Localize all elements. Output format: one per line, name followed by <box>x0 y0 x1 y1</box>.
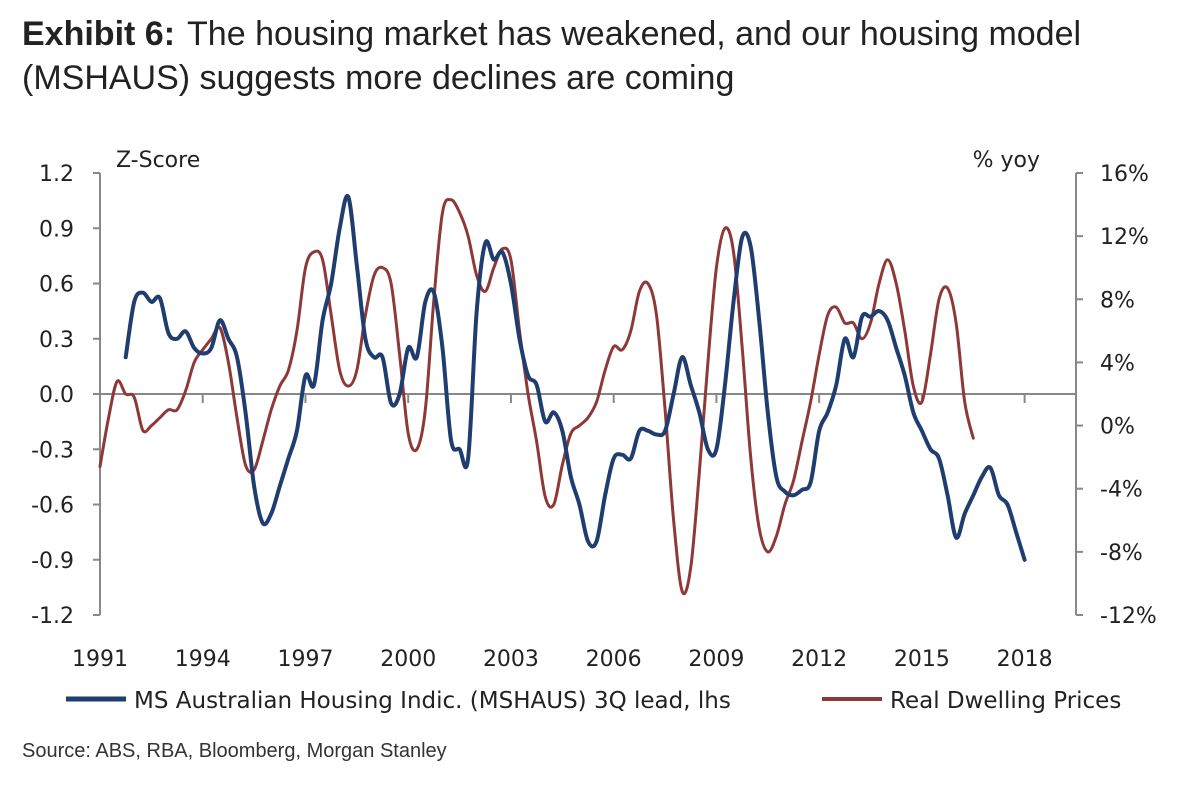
right-tick-label: 4% <box>1100 351 1135 376</box>
right-tick-label: -12% <box>1100 604 1157 629</box>
x-tick-label: 2015 <box>894 647 950 672</box>
x-tick-label: 1991 <box>72 647 128 672</box>
left-tick-label: -0.9 <box>31 549 74 574</box>
left-tick-label: 0.3 <box>39 328 74 353</box>
left-tick-label: 0.0 <box>39 383 74 408</box>
right-axis-label: % yoy <box>973 148 1040 173</box>
exhibit-label: Exhibit 6: <box>22 15 176 53</box>
x-tick-label: 2009 <box>688 647 744 672</box>
right-tick-label: 16% <box>1100 162 1149 187</box>
left-tick-label: 0.6 <box>39 273 74 298</box>
right-tick-label: 8% <box>1100 288 1135 313</box>
mshaus-series-line <box>123 193 1027 562</box>
left-tick-label: 0.9 <box>39 217 74 242</box>
source-note: Source: ABS, RBA, Bloomberg, Morgan Stan… <box>22 740 447 762</box>
title-text: The housing market has weakened, and our… <box>22 15 1082 97</box>
chart-title: Exhibit 6: The housing market has weakene… <box>22 12 1182 100</box>
left-tick-label: -0.6 <box>31 494 74 519</box>
dwelling-prices-series-line <box>98 197 975 596</box>
right-tick-label: 0% <box>1100 415 1135 440</box>
x-tick-label: 2000 <box>380 647 436 672</box>
x-tick-label: 1994 <box>175 647 231 672</box>
x-tick-label: 2018 <box>997 647 1053 672</box>
right-tick-label: -4% <box>1100 478 1143 503</box>
left-tick-label: -1.2 <box>31 604 74 629</box>
left-tick-label: 1.2 <box>39 162 74 187</box>
left-tick-label: -0.3 <box>31 438 74 463</box>
right-tick-label: 12% <box>1100 225 1149 250</box>
x-tick-label: 2006 <box>586 647 642 672</box>
legend-label-dwelling-prices: Real Dwelling Prices <box>890 688 1121 714</box>
legend-label-mshaus: MS Australian Housing Indic. (MSHAUS) 3Q… <box>134 688 731 714</box>
x-tick-label: 2012 <box>791 647 847 672</box>
left-axis-label: Z-Score <box>116 148 200 173</box>
right-tick-label: -8% <box>1100 541 1143 566</box>
chart-area: 1.2 0.9 0.6 0.3 0.0 -0.3 -0.6 -0.9 -1.2 16% 12% 8% 4… <box>31 148 1157 714</box>
x-tick-label: 2003 <box>483 647 539 672</box>
x-tick-label: 1997 <box>277 647 333 672</box>
